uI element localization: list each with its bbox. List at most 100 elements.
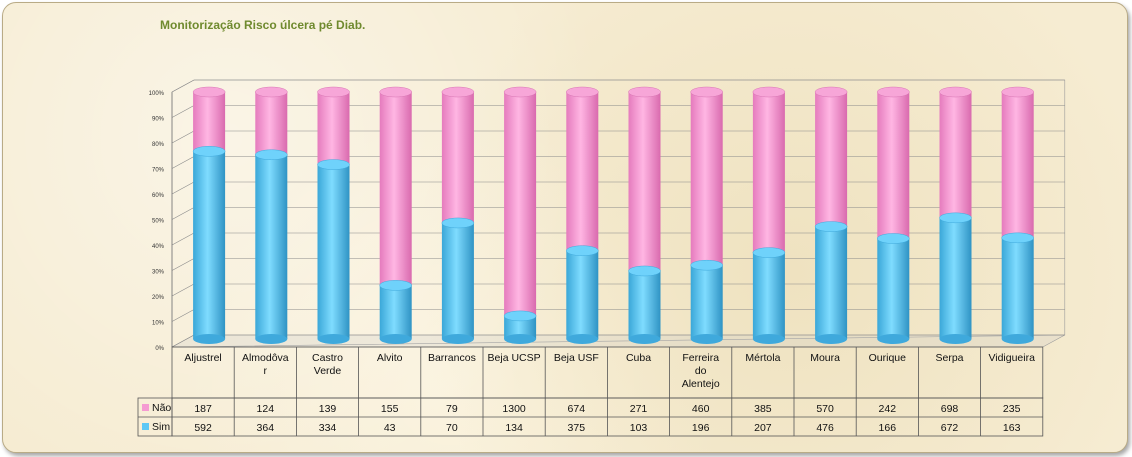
bar-stack [1001, 86, 1034, 344]
bar-sim [255, 154, 288, 339]
bar-nao-top [566, 86, 599, 98]
category-label: Ferreira do Alentejo [682, 352, 720, 390]
bar-sim-top [317, 159, 350, 170]
bar-sim-top [877, 233, 910, 244]
bar-sim-top [192, 146, 226, 157]
category-label: Castro Verde [312, 352, 343, 377]
bar-sim-top [379, 280, 412, 291]
bar-nao-top [192, 86, 226, 98]
gridline-depth [171, 283, 195, 297]
category-label: Beja USF [554, 352, 599, 364]
y-tick-label: 70% [152, 168, 165, 174]
bar-sim-base [379, 334, 412, 344]
bar-nao [815, 92, 848, 227]
bar-nao-top [628, 86, 661, 98]
y-tick-label: 90% [152, 117, 165, 123]
table-value: 134 [505, 422, 523, 434]
bar-sim-base [752, 334, 785, 344]
bar-sim-base [628, 334, 661, 344]
table-value: 460 [692, 403, 710, 415]
bar-sim-base [939, 334, 972, 344]
bar-sim-base [566, 334, 599, 344]
bar-sim-base [504, 334, 537, 344]
category-label: Moura [810, 352, 840, 364]
legend-swatch [142, 404, 149, 411]
bar-nao-top [379, 86, 412, 98]
bar-stack [566, 86, 599, 344]
bar-stack [752, 86, 786, 344]
y-tick-label: 0% [155, 346, 164, 352]
bar-stack [814, 86, 848, 344]
gridline-depth [171, 130, 195, 144]
gridline-depth [171, 334, 195, 348]
legend-swatch [142, 423, 149, 430]
table-value: 242 [879, 403, 897, 415]
bar-nao [566, 92, 599, 251]
table-value: 1300 [502, 403, 526, 415]
bar-stack [379, 86, 412, 344]
bars-group [192, 86, 1034, 344]
bar-nao-top [814, 86, 848, 98]
bar-sim-top [690, 259, 723, 271]
table-value: 364 [257, 422, 275, 434]
bar-nao-top [690, 86, 723, 98]
bar-nao [379, 92, 412, 286]
table-value: 207 [754, 422, 772, 434]
bar-stack [441, 86, 475, 344]
bar-nao-top [877, 86, 910, 98]
category-label: Beja UCSP [488, 352, 541, 364]
bar-sim [815, 226, 848, 339]
category-label: Barrancos [428, 352, 476, 364]
bar-nao [1001, 92, 1034, 238]
table-value: 375 [568, 422, 586, 434]
legend-label: Não [152, 402, 171, 414]
bar-nao-top [752, 86, 786, 98]
legend-label: Sim [152, 421, 170, 433]
bar-sim-top [441, 217, 475, 229]
bar-sim-base [317, 334, 350, 344]
bar-stack [628, 86, 661, 344]
gridline-depth [171, 309, 195, 322]
category-label: Aljustrel [184, 352, 221, 364]
gridline-depth [171, 258, 195, 271]
bar-sim-top [255, 149, 288, 161]
gridline-depth [171, 207, 195, 220]
y-axis: 0% 10% 20% 30% 40% 50% 60% 70% 80% 90% 100% [149, 91, 173, 352]
y-tick-label: 40% [152, 244, 165, 250]
table-value: 70 [446, 422, 458, 434]
bar-sim [566, 250, 599, 339]
table-value: 124 [257, 403, 275, 415]
category-label: Serpa [935, 352, 963, 364]
category-label: Alvito [377, 352, 403, 364]
bar-sim-top [1001, 232, 1034, 244]
bar-sim-top [939, 212, 972, 224]
y-tick-label: 20% [152, 295, 165, 301]
bar-nao [877, 92, 910, 239]
chart-title: Monitorização Risco úlcera pé Diab. [160, 18, 366, 32]
table-value: 334 [319, 422, 337, 434]
gridline-depth [171, 156, 195, 169]
bar-sim-top [814, 221, 848, 232]
bar-sim-base [815, 334, 848, 344]
table-value: 672 [941, 422, 959, 434]
table-value: 166 [879, 422, 897, 434]
bar-sim [1001, 237, 1034, 339]
bar-nao [255, 92, 288, 155]
y-tick-label: 80% [152, 142, 165, 148]
bar-sim [504, 315, 537, 339]
bar-nao-top [939, 86, 972, 98]
bar-nao [317, 92, 350, 165]
bar-nao [752, 92, 785, 253]
bar-nao [939, 92, 972, 218]
category-label: Vidigueira [988, 352, 1035, 364]
table-value: 674 [568, 403, 586, 415]
gridline-depth [171, 232, 195, 246]
bar-stack [939, 86, 972, 344]
bar-sim-top [503, 310, 537, 322]
bar-nao-top [1001, 86, 1034, 98]
bar-stack [503, 86, 537, 344]
bar-stack [877, 86, 910, 344]
bar-sim-base [193, 334, 226, 344]
table-value: 155 [381, 403, 399, 415]
y-tick-label: 60% [152, 193, 165, 199]
